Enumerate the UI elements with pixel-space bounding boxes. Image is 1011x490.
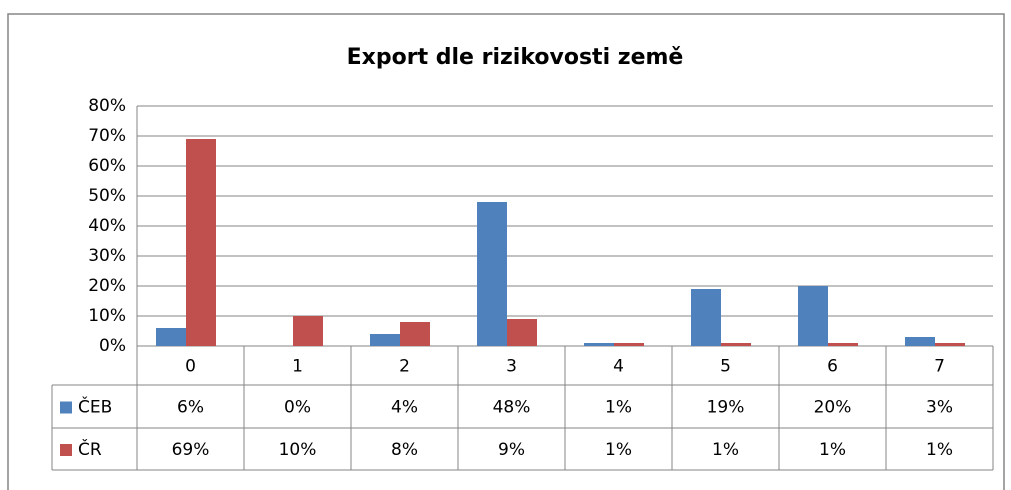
y-tick-label: 10%	[88, 306, 126, 326]
y-tick-label: 0%	[99, 336, 126, 356]
x-tick-label: 4	[613, 357, 624, 377]
table-value: 1%	[712, 440, 739, 460]
legend-swatch	[60, 444, 72, 456]
table-value: 1%	[926, 440, 953, 460]
y-tick-label: 40%	[88, 216, 126, 236]
legend-label: ČR	[78, 438, 102, 460]
x-tick-label: 5	[720, 357, 731, 377]
table-value: 9%	[498, 440, 525, 460]
legend-swatch	[60, 401, 72, 414]
table-value: 69%	[172, 440, 210, 460]
x-tick-label: 0	[185, 357, 196, 377]
legend-label: ČEB	[78, 396, 112, 418]
y-tick-label: 30%	[88, 246, 126, 266]
bar	[828, 343, 858, 346]
table-value: 3%	[926, 398, 953, 418]
bar	[156, 328, 186, 346]
bar	[614, 343, 644, 346]
table-value: 20%	[814, 398, 852, 418]
bar	[293, 316, 323, 346]
x-tick-label: 3	[506, 357, 517, 377]
table-value: 19%	[707, 398, 745, 418]
bar	[186, 139, 216, 346]
x-tick-label: 6	[827, 357, 838, 377]
table-value: 1%	[605, 440, 632, 460]
bar	[477, 202, 507, 346]
x-tick-label: 1	[292, 357, 303, 377]
bar	[798, 286, 828, 346]
chart-title: Export dle rizikovosti země	[347, 45, 684, 70]
x-tick-label: 7	[934, 357, 945, 377]
bar	[935, 343, 965, 346]
bar	[905, 337, 935, 346]
bar	[400, 322, 430, 346]
bar	[721, 343, 751, 346]
bar	[370, 334, 400, 346]
y-tick-label: 70%	[88, 126, 126, 146]
table-value: 10%	[279, 440, 317, 460]
y-tick-label: 20%	[88, 276, 126, 296]
y-tick-label: 80%	[88, 96, 126, 116]
y-tick-label: 50%	[88, 186, 126, 206]
y-tick-label: 60%	[88, 156, 126, 176]
table-value: 4%	[391, 398, 418, 418]
table-value: 1%	[819, 440, 846, 460]
table-value: 0%	[284, 398, 311, 418]
table-value: 6%	[177, 398, 204, 418]
table-value: 8%	[391, 440, 418, 460]
bar	[691, 289, 721, 346]
bar	[584, 343, 614, 346]
table-value: 48%	[493, 398, 531, 418]
bar	[507, 319, 537, 346]
table-value: 1%	[605, 398, 632, 418]
x-tick-label: 2	[399, 357, 410, 377]
